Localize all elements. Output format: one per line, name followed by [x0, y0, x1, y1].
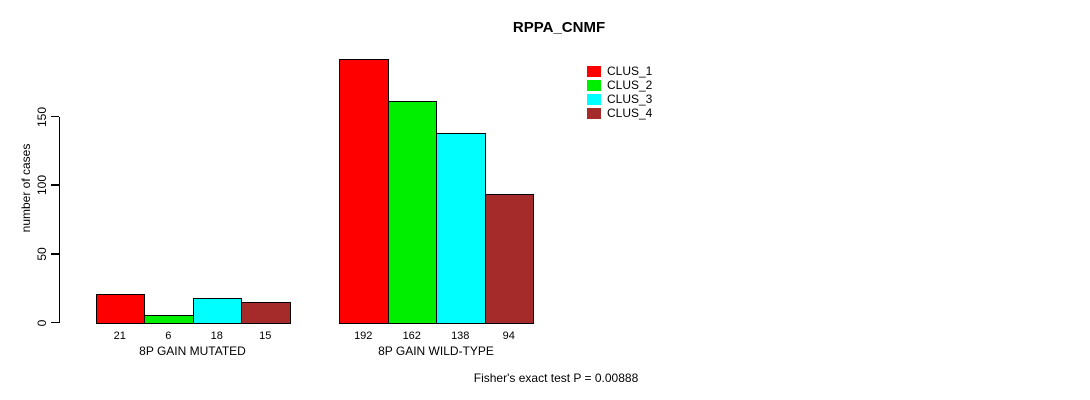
- bar-value-label: 192: [354, 329, 373, 342]
- legend-label: CLUS_3: [607, 92, 653, 106]
- bar-clus_2-wild-type: [387, 100, 437, 324]
- legend-swatch-clus_1: [587, 65, 601, 77]
- legend-item: CLUS_4: [587, 106, 652, 120]
- y-tick-label: 150: [35, 106, 49, 127]
- y-tick-label: 50: [35, 247, 49, 261]
- bar-clus_4-wild-type: [484, 193, 534, 324]
- y-axis-tick: [50, 115, 59, 118]
- legend-swatch-clus_2: [587, 79, 601, 91]
- y-tick-label: 100: [35, 175, 49, 196]
- bar-clus_4-mutated: [241, 301, 291, 324]
- category-label: 8P GAIN MUTATED: [139, 344, 246, 358]
- legend-label: CLUS_4: [607, 106, 653, 120]
- bar-clus_1-mutated: [95, 293, 145, 324]
- y-axis-tick: [50, 321, 59, 324]
- legend-swatch-clus_4: [587, 107, 601, 119]
- legend-swatch-clus_3: [587, 93, 601, 105]
- bar-value-label: 138: [451, 329, 470, 342]
- legend: CLUS_1 CLUS_2 CLUS_3 CLUS_4: [587, 64, 652, 120]
- legend-item: CLUS_1: [587, 64, 652, 78]
- bar-clus_3-mutated: [192, 297, 242, 324]
- y-axis-tick: [50, 253, 59, 255]
- y-tick-label: 0: [35, 319, 49, 326]
- bar-clus_1-wild-type: [339, 58, 389, 324]
- y-axis-tick: [50, 184, 59, 186]
- y-axis-label: number of cases: [19, 143, 33, 233]
- chart-title: RPPA_CNMF: [512, 19, 606, 36]
- bar-value-label: 94: [502, 329, 515, 342]
- legend-item: CLUS_3: [587, 92, 652, 106]
- bar-value-label: 21: [113, 329, 126, 342]
- category-label: 8P GAIN WILD-TYPE: [378, 344, 494, 358]
- legend-item: CLUS_2: [587, 78, 652, 92]
- legend-label: CLUS_1: [607, 64, 653, 78]
- bar-value-label: 15: [259, 329, 272, 342]
- fisher-test-annotation: Fisher's exact test P = 0.00888: [473, 371, 639, 385]
- bar-value-label: 162: [402, 329, 421, 342]
- bar-clus_3-wild-type: [436, 132, 486, 324]
- y-axis-line: [58, 116, 60, 324]
- bar-value-label: 6: [165, 329, 172, 342]
- bar-value-label: 18: [210, 329, 223, 342]
- bar-clus_2-mutated: [144, 314, 194, 324]
- legend-label: CLUS_2: [607, 78, 653, 92]
